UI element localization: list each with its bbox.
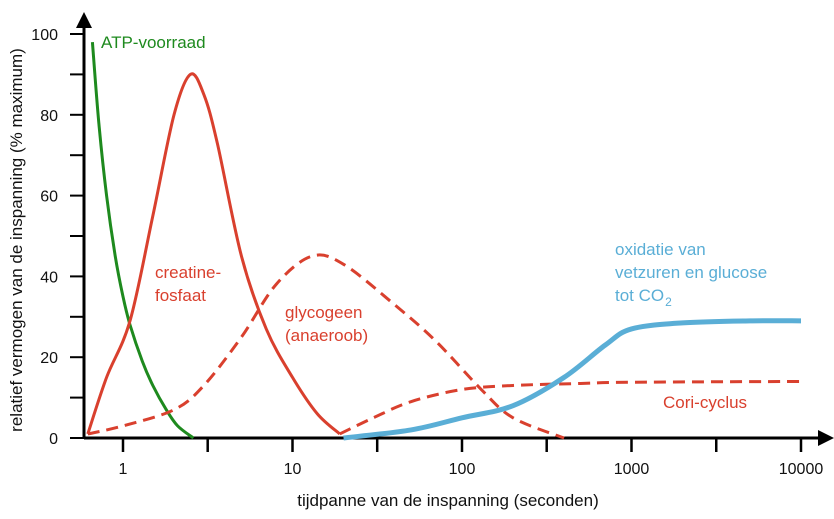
x-tick-label: 1 [119, 461, 128, 478]
series-label: vetzuren en glucose [615, 263, 767, 282]
x-tick-label: 10 [284, 461, 302, 478]
y-tick-label: 80 [40, 108, 58, 125]
series-label: creatine- [155, 263, 221, 282]
y-tick-label: 60 [40, 189, 58, 206]
series-line-3 [339, 379, 802, 436]
y-axis-label: relatief vermogen van de inspanning (% m… [7, 48, 26, 432]
x-axis-arrow [818, 430, 834, 446]
series-label: ATP-voorraad [101, 33, 206, 52]
x-tick-label: 100 [449, 461, 476, 478]
series-label: glycogeen [285, 303, 363, 322]
series-line-1 [86, 72, 341, 436]
y-tick-label: 0 [49, 431, 58, 448]
series-label: oxidatie van [615, 240, 706, 259]
x-tick-label: 10000 [779, 461, 824, 478]
x-axis-label: tijdpanne van de inspanning (seconden) [297, 491, 599, 510]
series-label: (anaeroob) [285, 326, 368, 345]
series-label: fosfaat [155, 286, 206, 305]
x-tick-label: 1000 [614, 461, 650, 478]
y-axis-arrow [76, 12, 92, 28]
y-tick-label: 20 [40, 350, 58, 367]
series-label-subscript: 2 [665, 295, 672, 309]
series-line-4 [343, 318, 802, 441]
y-tick-label: 100 [31, 27, 58, 44]
series-line-2 [87, 253, 565, 440]
series-label: tot CO [615, 286, 664, 305]
series-label: Cori-cyclus [663, 393, 747, 412]
y-tick-label: 40 [40, 269, 58, 286]
